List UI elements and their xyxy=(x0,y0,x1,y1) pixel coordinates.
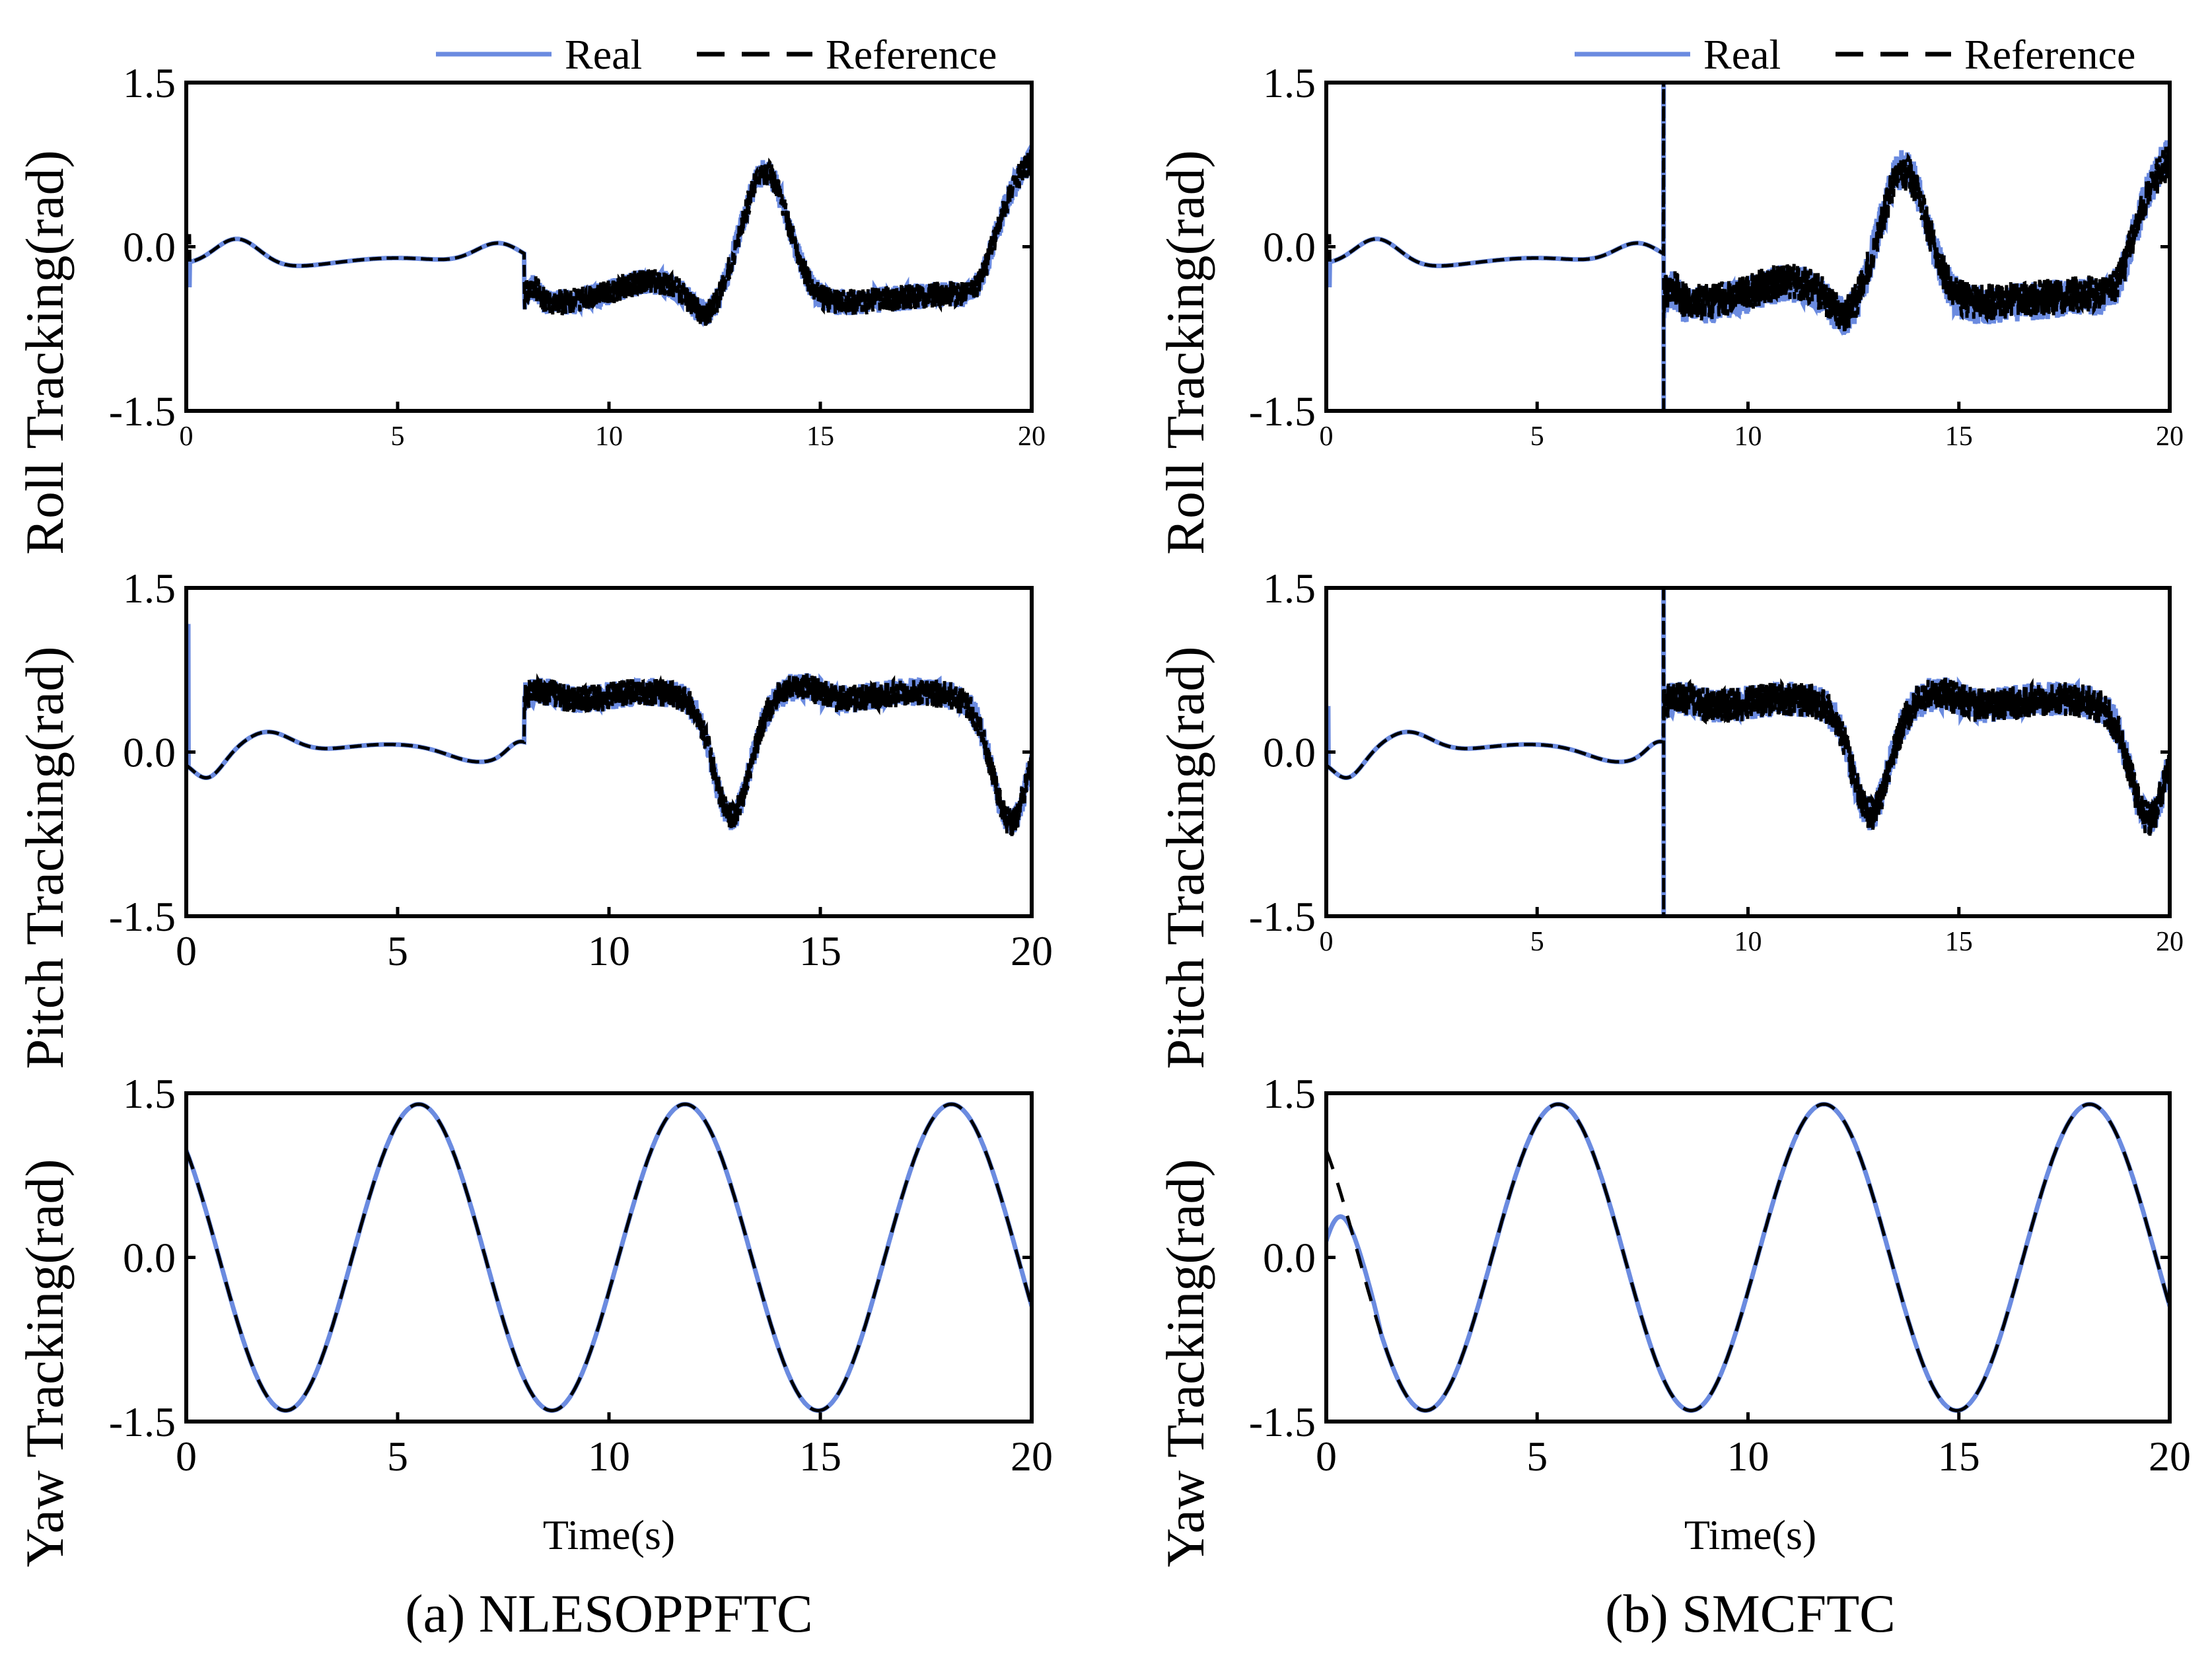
y-tick-label: 1.5 xyxy=(123,1070,176,1117)
y-tick-label: 1.5 xyxy=(1263,59,1316,106)
x-tick-label: 10 xyxy=(588,1433,630,1480)
y-axis-title: Pitch Tracking(rad) xyxy=(15,647,75,1069)
y-tick-label: 1.5 xyxy=(123,565,176,612)
panel-b-pitch: 0 5 10 15 20 1.5 0.0 -1.5 Pitch Tracking(rad) xyxy=(1155,565,2184,1069)
x-tick-label: 5 xyxy=(1526,1433,1548,1480)
x-tick-label: 5 xyxy=(387,927,408,974)
x-tick-label: 5 xyxy=(1530,927,1544,957)
legend-b: Real Reference xyxy=(1575,31,2135,78)
y-tick-label: 0.0 xyxy=(1263,729,1316,776)
x-tick-label: 5 xyxy=(1530,421,1544,452)
y-axis-title: Yaw Tracking(rad) xyxy=(15,1159,75,1567)
y-axis-title: Pitch Tracking(rad) xyxy=(1155,647,1215,1069)
y-tick-label: -1.5 xyxy=(109,893,176,940)
y-tick-label: -1.5 xyxy=(1249,1398,1316,1445)
legend-reference-label: Reference xyxy=(826,31,997,78)
series-real-line xyxy=(1326,588,2170,916)
y-tick-label: 1.5 xyxy=(1263,1070,1316,1117)
y-tick-label: -1.5 xyxy=(109,1398,176,1445)
panel-a-roll: 0 5 10 15 20 1.5 0.0 -1.5 Roll Tracking(rad) xyxy=(15,59,1046,555)
legend-real-label: Real xyxy=(565,31,642,78)
x-tick-label: 10 xyxy=(1734,421,1762,452)
y-tick-label: 1.5 xyxy=(123,59,176,106)
series-group xyxy=(186,144,1032,328)
x-tick-label: 15 xyxy=(1945,927,1973,957)
caption-a: (a) NLESOPPFTC xyxy=(405,1583,812,1643)
series-real-line xyxy=(1326,1102,2170,1413)
series-group xyxy=(1326,588,2170,916)
x-tick-label: 5 xyxy=(387,1433,408,1480)
series-reference-line xyxy=(1326,588,2170,916)
plot-frame xyxy=(184,1091,1034,1424)
x-tick-label: 10 xyxy=(1734,927,1762,957)
series-reference-line xyxy=(186,1102,1032,1412)
series-group xyxy=(1326,1102,2170,1413)
plot-frame xyxy=(1324,586,2172,918)
x-tick-label: 15 xyxy=(1938,1433,1980,1480)
legend-a: Real Reference xyxy=(436,31,997,78)
y-tick-label: -1.5 xyxy=(1249,388,1316,435)
y-axis-title: Roll Tracking(rad) xyxy=(15,150,75,555)
series-reference-line xyxy=(1326,1102,2170,1412)
x-tick-label: 15 xyxy=(1945,421,1973,452)
x-tick-label: 15 xyxy=(799,1433,841,1480)
series-group xyxy=(1326,83,2170,411)
x-tick-label: 20 xyxy=(2156,927,2184,957)
x-tick-label: 10 xyxy=(1727,1433,1769,1480)
x-tick-label: 20 xyxy=(1018,421,1046,452)
y-tick-label: 0.0 xyxy=(1263,224,1316,271)
series-reference-line xyxy=(1326,83,2170,411)
panels: 0 5 10 15 20 1.5 0.0 -1.5 Roll Tracking(rad) 0 5 10… xyxy=(15,59,2191,1568)
x-tick-label: 0 xyxy=(1316,1433,1337,1480)
y-tick-label: 0.0 xyxy=(123,729,176,776)
y-tick-label: -1.5 xyxy=(109,388,176,435)
x-tick-label: 0 xyxy=(1320,421,1334,452)
y-tick-label: 0.0 xyxy=(1263,1235,1316,1281)
y-tick-label: 0.0 xyxy=(123,224,176,271)
x-tick-label: 20 xyxy=(1011,1433,1053,1480)
series-real-line xyxy=(1326,83,2170,411)
x-tick-label: 20 xyxy=(2156,421,2184,452)
x-tick-label: 5 xyxy=(391,421,405,452)
series-real-line xyxy=(186,624,1032,836)
panel-b-roll: 0 5 10 15 20 1.5 0.0 -1.5 Roll Tracking(rad) xyxy=(1155,59,2184,555)
x-tick-label: 0 xyxy=(180,421,194,452)
x-tick-label: 20 xyxy=(2149,1433,2191,1480)
legend-reference-label: Reference xyxy=(1964,31,2135,78)
x-tick-label: 0 xyxy=(176,927,197,974)
x-tick-label: 10 xyxy=(595,421,623,452)
y-tick-label: 1.5 xyxy=(1263,565,1316,612)
panel-a-pitch: 0 5 10 15 20 1.5 0.0 -1.5 Pitch Tracking(rad) xyxy=(15,565,1053,1069)
x-tick-label: 0 xyxy=(1320,927,1334,957)
y-axis-title: Yaw Tracking(rad) xyxy=(1155,1159,1215,1567)
x-tick-label: 15 xyxy=(806,421,834,452)
x-tick-label: 10 xyxy=(588,927,630,974)
panel-b-yaw: 0 5 10 15 20 1.5 0.0 -1.5 Yaw Tracking(rad) xyxy=(1155,1070,2191,1568)
x-tick-label: 15 xyxy=(799,927,841,974)
plot-frame xyxy=(1324,81,2172,413)
x-tick-label: 0 xyxy=(176,1433,197,1480)
x-axis-title-b: Time(s) xyxy=(1684,1511,1816,1558)
plot-frame xyxy=(184,81,1034,413)
legend-real-label: Real xyxy=(1703,31,1781,78)
plot-frame xyxy=(184,586,1034,918)
y-tick-label: 0.0 xyxy=(123,1235,176,1281)
y-axis-title: Roll Tracking(rad) xyxy=(1155,150,1215,555)
series-reference-line xyxy=(186,673,1032,836)
series-reference-line xyxy=(186,147,1032,326)
series-real-line xyxy=(186,1102,1032,1413)
panel-a-yaw: 0 5 10 15 20 1.5 0.0 -1.5 Yaw Tracking(rad) xyxy=(15,1070,1053,1568)
caption-b: (b) SMCFTC xyxy=(1605,1583,1896,1643)
y-tick-label: -1.5 xyxy=(1249,893,1316,940)
plot-frame xyxy=(1324,1091,2172,1424)
series-group xyxy=(186,1102,1032,1413)
series-group xyxy=(186,624,1032,836)
x-tick-label: 20 xyxy=(1011,927,1053,974)
x-axis-title-a: Time(s) xyxy=(543,1511,675,1558)
